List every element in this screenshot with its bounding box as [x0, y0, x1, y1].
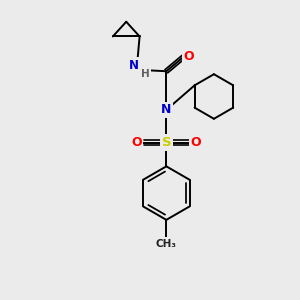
Text: N: N: [161, 103, 172, 116]
Text: O: O: [191, 136, 201, 149]
Text: S: S: [161, 136, 171, 149]
Text: H: H: [141, 69, 149, 79]
Text: CH₃: CH₃: [156, 238, 177, 249]
Text: N: N: [129, 59, 139, 72]
Text: O: O: [183, 50, 194, 63]
Text: O: O: [131, 136, 142, 149]
